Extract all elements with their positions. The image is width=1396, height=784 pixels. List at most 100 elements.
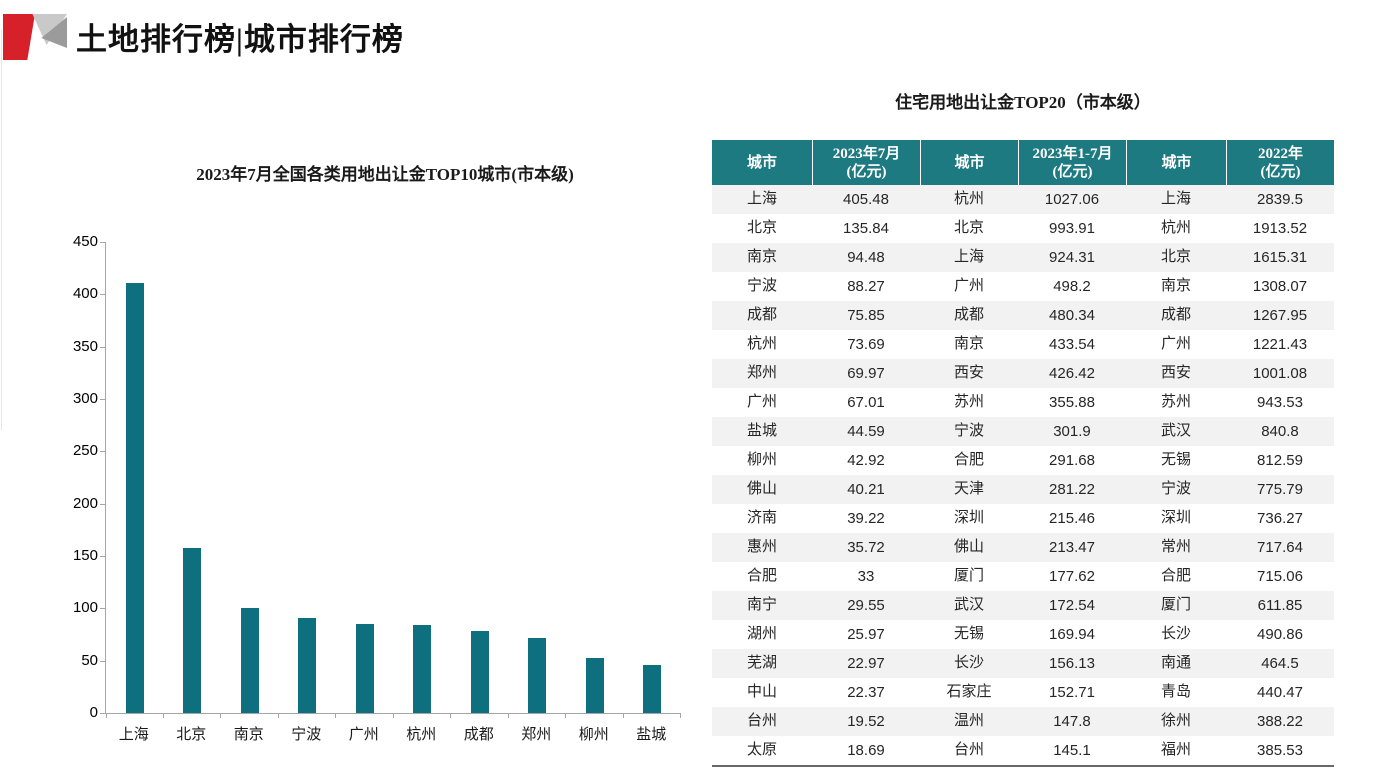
x-axis-tick [277, 714, 279, 718]
city-cell: 南京 [746, 249, 777, 265]
city-cell: 南京 [953, 336, 984, 352]
value-cell: 385.53 [1257, 742, 1303, 759]
value-cell: 42.92 [847, 452, 885, 469]
y-axis-label: 400 [72, 285, 98, 303]
value-cell: 73.69 [847, 336, 885, 353]
value-cell: 291.68 [1049, 452, 1095, 469]
value-cell: 405.48 [843, 191, 889, 208]
value-cell: 1267.95 [1252, 307, 1308, 324]
city-cell: 厦门 [953, 568, 984, 584]
value-cell: 147.8 [1053, 713, 1091, 730]
city-cell: 北京 [953, 220, 984, 236]
city-cell: 北京 [746, 220, 777, 236]
city-cell: 郑州 [746, 365, 777, 381]
y-axis-tick [100, 608, 105, 610]
table-row: 盐城 44.59 宁波 301.9 武汉 840.8 [712, 417, 1334, 446]
table-header-cell: 2023年1-7月 (亿元) [1018, 140, 1126, 185]
value-cell: 172.54 [1049, 597, 1095, 614]
x-axis-tick [507, 714, 509, 718]
value-cell: 440.47 [1257, 684, 1303, 701]
y-axis-label: 0 [89, 704, 98, 721]
city-cell: 苏州 [953, 394, 984, 410]
value-cell: 464.5 [1261, 655, 1299, 672]
value-cell: 490.86 [1257, 626, 1303, 643]
x-axis-label: 北京 [176, 727, 207, 743]
value-cell: 1221.43 [1252, 336, 1308, 353]
x-axis-label: 上海 [118, 727, 149, 743]
city-cell: 福州 [1160, 742, 1191, 758]
city-cell: 广州 [953, 278, 984, 294]
value-cell: 40.21 [847, 481, 885, 498]
x-axis-tick [622, 714, 624, 718]
value-cell: 67.01 [847, 394, 885, 411]
x-axis-tick [680, 714, 681, 718]
value-cell: 177.62 [1049, 568, 1095, 585]
city-cell: 湖州 [746, 626, 777, 642]
x-axis-tick [335, 714, 336, 718]
value-cell: 812.59 [1257, 452, 1303, 469]
city-cell: 厦门 [1160, 597, 1191, 613]
city-cell: 武汉 [953, 597, 984, 613]
city-cell: 成都 [1160, 307, 1191, 323]
city-cell: 佛山 [953, 539, 984, 555]
city-cell: 上海 [1160, 191, 1191, 207]
y-axis-label: 450 [72, 233, 98, 250]
bar-北京 [183, 547, 202, 713]
y-axis-tick [100, 346, 105, 348]
table-row: 惠州 35.72 佛山 213.47 常州 717.64 [712, 533, 1334, 562]
city-cell: 济南 [746, 510, 777, 526]
city-cell: 杭州 [746, 336, 777, 352]
value-cell: 22.37 [847, 684, 885, 701]
value-cell: 169.94 [1049, 626, 1095, 643]
y-axis-tick [100, 294, 105, 296]
value-cell: 426.42 [1049, 365, 1095, 382]
table-row: 南宁 29.55 武汉 172.54 厦门 611.85 [712, 591, 1334, 620]
bar-盐城 [643, 664, 662, 713]
table-header-cell: 城市 [1126, 140, 1226, 185]
table-row: 合肥 33 厦门 177.62 合肥 715.06 [712, 562, 1334, 591]
value-cell: 993.91 [1049, 220, 1095, 237]
y-axis-label: 250 [72, 442, 98, 460]
value-cell: 39.22 [847, 510, 885, 527]
city-cell: 徐州 [1160, 713, 1191, 729]
city-cell: 温州 [953, 713, 984, 729]
table-row: 台州 19.52 温州 147.8 徐州 388.22 [712, 707, 1334, 736]
chart-title: 2023年7月全国各类用地出让金TOP10城市(市本级) [196, 165, 574, 184]
x-axis-label: 南京 [233, 727, 264, 743]
value-cell: 924.31 [1049, 249, 1095, 266]
value-cell: 215.46 [1049, 510, 1095, 527]
y-axis-tick [100, 556, 105, 557]
city-cell: 合肥 [953, 452, 984, 468]
y-axis-tick [100, 713, 105, 714]
value-cell: 355.88 [1049, 394, 1095, 411]
city-cell: 台州 [746, 713, 777, 729]
table-row: 成都 75.85 成都 480.34 成都 1267.95 [712, 301, 1334, 330]
city-cell: 南通 [1160, 655, 1191, 671]
value-cell: 775.79 [1257, 481, 1303, 498]
top20-table: 城市 2023年7月 (亿元) 城市 2023年1-7月 (亿元) 城市 2022年 (亿元) … [712, 140, 1334, 767]
value-cell: 19.52 [847, 713, 885, 730]
value-cell: 301.9 [1053, 423, 1091, 440]
value-cell: 145.1 [1053, 742, 1091, 759]
y-axis-label: 200 [72, 494, 98, 512]
value-cell: 69.97 [847, 365, 885, 382]
y-axis-label: 50 [81, 651, 98, 669]
city-cell: 盐城 [746, 423, 777, 439]
city-cell: 深圳 [1160, 510, 1191, 526]
y-axis-label: 300 [72, 390, 98, 407]
value-cell: 35.72 [847, 539, 885, 556]
y-axis-label: 350 [72, 337, 98, 355]
value-cell: 2839.5 [1257, 191, 1303, 208]
y-axis-tick [100, 451, 105, 453]
city-cell: 成都 [746, 307, 777, 323]
table-row: 北京 135.84 北京 993.91 杭州 1913.52 [712, 214, 1334, 243]
chart-plot-area [105, 242, 681, 718]
value-cell: 75.85 [847, 307, 885, 324]
city-cell: 柳州 [746, 452, 777, 468]
bar-宁波 [298, 617, 317, 713]
table-row: 中山 22.37 石家庄 152.71 青岛 440.47 [712, 678, 1334, 707]
city-cell: 上海 [953, 249, 984, 265]
value-cell: 943.53 [1257, 394, 1303, 411]
city-cell: 深圳 [953, 510, 984, 526]
city-cell: 宁波 [746, 278, 777, 294]
